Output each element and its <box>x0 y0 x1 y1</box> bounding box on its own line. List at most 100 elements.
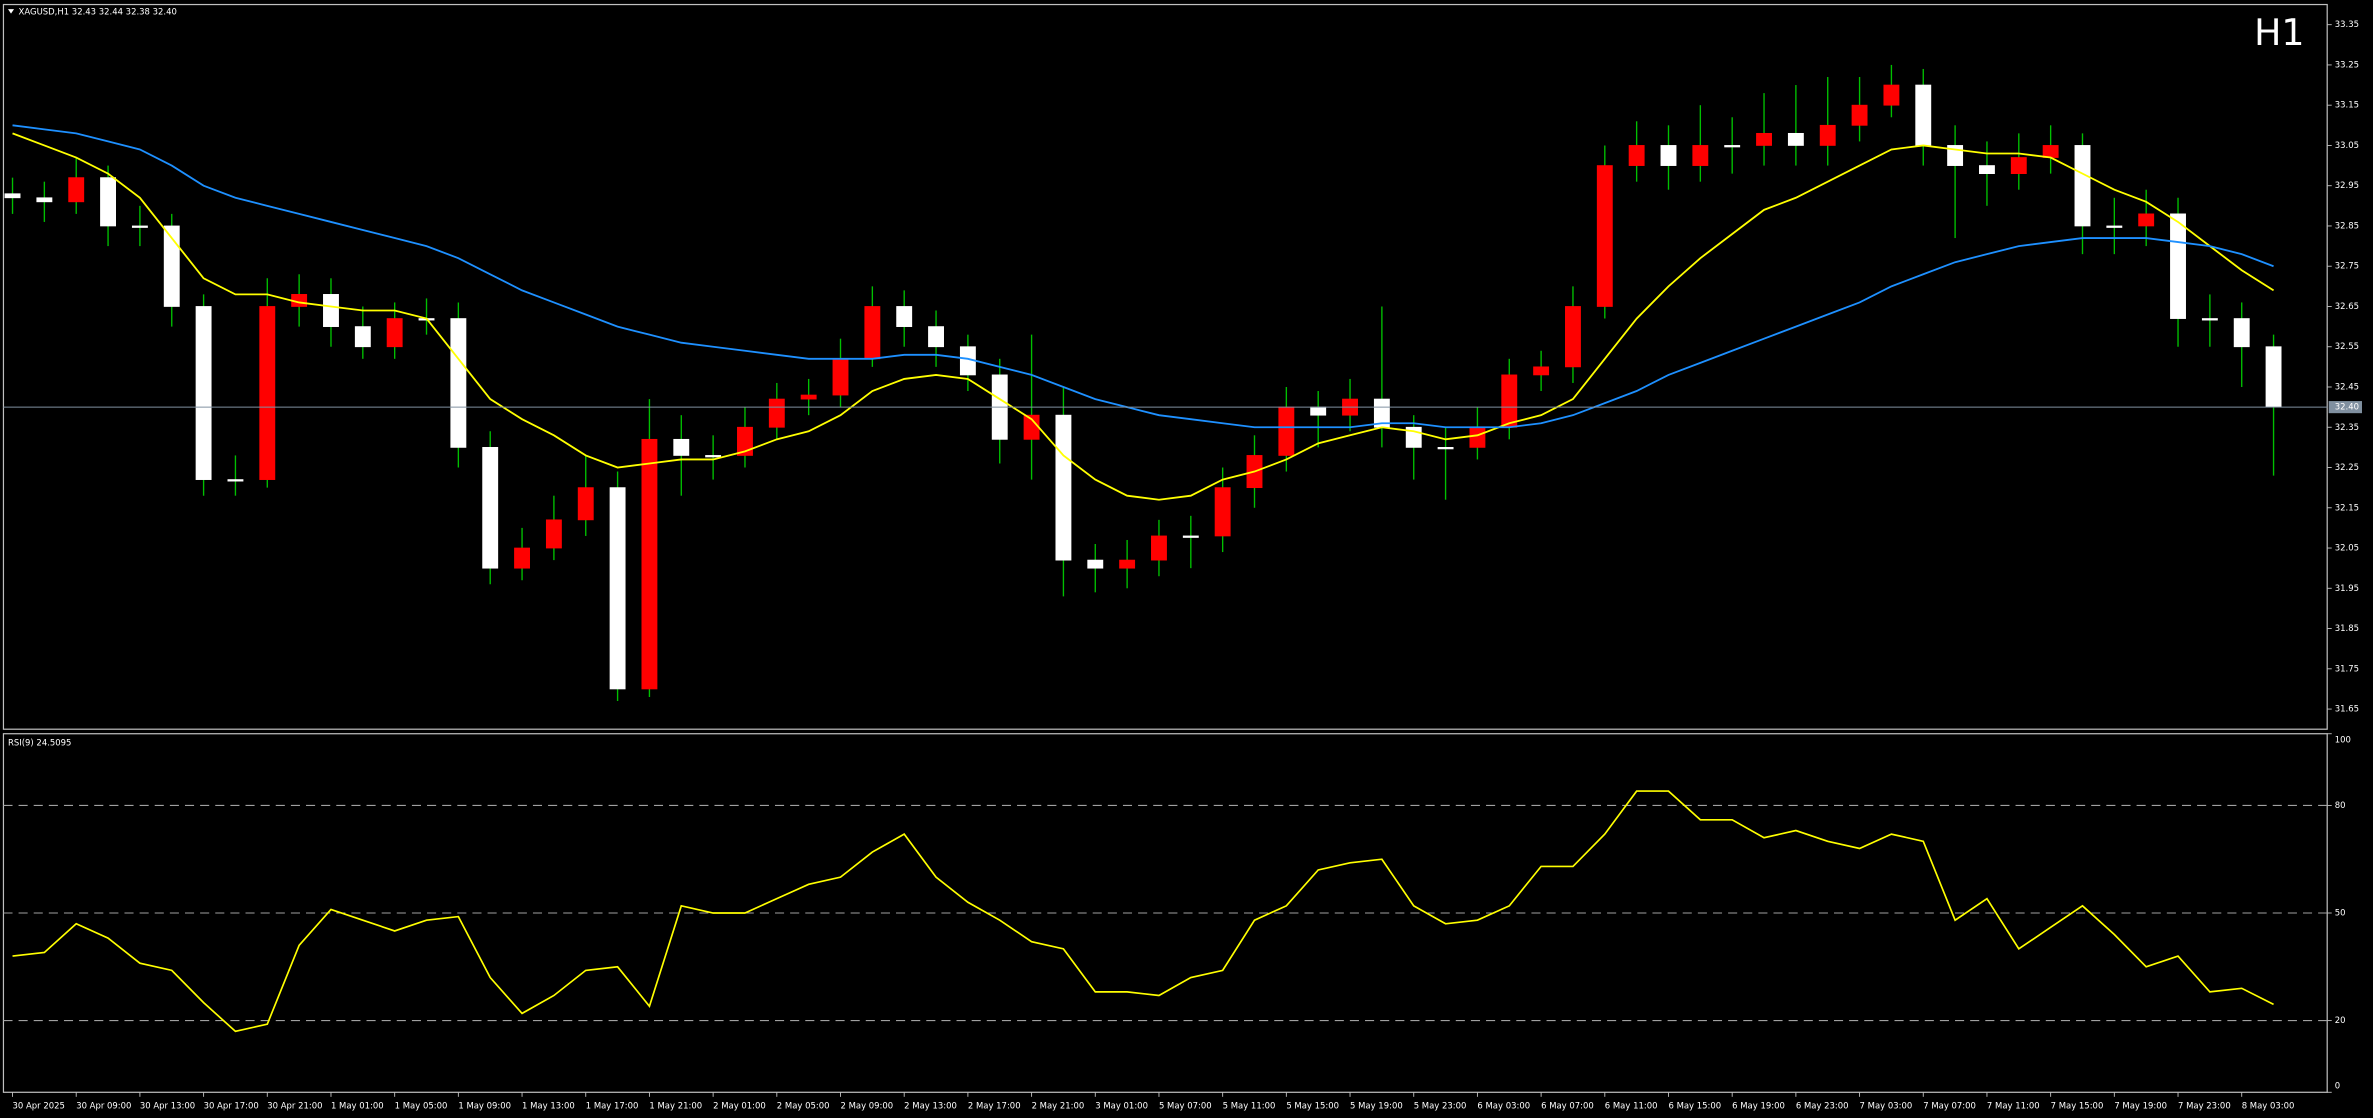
y-tick-label: 0 <box>2335 1081 2340 1091</box>
candle-body <box>800 394 817 400</box>
x-tick-label: 2 May 05:00 <box>777 1100 830 1110</box>
candle-body <box>227 479 244 482</box>
candle-body <box>737 426 753 456</box>
x-tick-label: 2 May 01:00 <box>713 1100 766 1110</box>
candle-body <box>1628 145 1645 166</box>
y-tick-label: 32.35 <box>2335 422 2359 432</box>
candle-body <box>1214 487 1231 537</box>
x-tick-label: 30 Apr 09:00 <box>76 1100 131 1110</box>
candle-body <box>354 326 371 348</box>
candle-body <box>195 306 212 480</box>
y-tick-label: 32.15 <box>2335 502 2359 512</box>
candle-body <box>1596 165 1613 307</box>
candle-body <box>928 326 944 348</box>
y-tick-label: 33.25 <box>2335 59 2359 69</box>
candle-body <box>1883 84 1900 106</box>
candle-body <box>2010 157 2027 175</box>
y-tick-label: 33.35 <box>2335 19 2359 29</box>
x-tick-label: 6 May 23:00 <box>1796 1100 1849 1110</box>
candle-body <box>609 487 626 690</box>
candle-body <box>641 438 658 690</box>
y-tick-label: 32.45 <box>2335 381 2359 391</box>
x-tick-label: 5 May 23:00 <box>1414 1100 1467 1110</box>
x-tick-label: 1 May 05:00 <box>395 1100 448 1110</box>
candle-body <box>1055 414 1072 561</box>
x-tick-label: 6 May 03:00 <box>1477 1100 1530 1110</box>
y-tick-label: 80 <box>2335 800 2346 810</box>
candle-body <box>4 193 21 199</box>
x-tick-label: 1 May 21:00 <box>649 1100 702 1110</box>
x-tick-label: 30 Apr 21:00 <box>267 1100 322 1110</box>
x-tick-label: 30 Apr 17:00 <box>204 1100 259 1110</box>
x-tick-label: 5 May 19:00 <box>1350 1100 1403 1110</box>
candle-body <box>514 547 530 569</box>
last-price-label: 32.40 <box>2335 402 2359 412</box>
x-tick-label: 3 May 01:00 <box>1095 1100 1148 1110</box>
y-tick-label: 20 <box>2335 1015 2346 1025</box>
candle-body <box>131 225 148 228</box>
candle-body <box>259 306 276 480</box>
candle-body <box>100 177 117 227</box>
candle-body <box>1310 406 1327 416</box>
candle-body <box>545 519 562 549</box>
y-tick-label: 32.55 <box>2335 341 2359 351</box>
last-price-box <box>2328 401 2362 414</box>
y-tick-label: 100 <box>2335 734 2351 744</box>
x-tick-label: 30 Apr 13:00 <box>140 1100 195 1110</box>
x-tick-label: 6 May 15:00 <box>1668 1100 1721 1110</box>
candle-body <box>2265 346 2282 408</box>
candle-body <box>1756 132 1772 146</box>
x-tick-label: 6 May 19:00 <box>1732 1100 1785 1110</box>
x-tick-label: 7 May 07:00 <box>1923 1100 1976 1110</box>
chart-title: XAGUSD,H1 32.43 32.44 32.38 32.40 <box>19 7 177 17</box>
x-tick-label: 5 May 15:00 <box>1286 1100 1339 1110</box>
candle-body <box>896 306 913 327</box>
x-tick-label: 7 May 23:00 <box>2178 1100 2231 1110</box>
candle-body <box>1087 559 1104 569</box>
y-tick-label: 33.05 <box>2335 140 2359 150</box>
x-tick-label: 1 May 13:00 <box>522 1100 575 1110</box>
candle-body <box>1819 124 1836 146</box>
candle-body <box>1533 366 1550 376</box>
candle-body <box>386 318 403 348</box>
timeframe-label: H1 <box>2254 11 2304 54</box>
candle-body <box>36 197 53 203</box>
rsi-title: RSI(9) 24.5095 <box>8 737 71 747</box>
x-tick-label: 5 May 07:00 <box>1159 1100 1212 1110</box>
x-tick-label: 6 May 07:00 <box>1541 1100 1594 1110</box>
candle-body <box>1437 447 1454 450</box>
x-tick-label: 2 May 21:00 <box>1032 1100 1085 1110</box>
candle-body <box>832 358 849 396</box>
candle-body <box>1979 165 1995 175</box>
rsi-line <box>12 790 2274 1033</box>
x-tick-label: 1 May 17:00 <box>586 1100 639 1110</box>
menu-arrow[interactable] <box>7 9 15 14</box>
y-tick-label: 32.65 <box>2335 301 2359 311</box>
candle-body <box>1119 559 1136 569</box>
candle-body <box>2138 213 2155 227</box>
x-tick-label: 7 May 11:00 <box>1987 1100 2040 1110</box>
x-tick-label: 8 May 03:00 <box>2242 1100 2295 1110</box>
moving-average <box>12 124 2274 429</box>
y-tick-label: 50 <box>2335 908 2346 918</box>
candle-body <box>2106 225 2123 228</box>
candle-body <box>864 306 881 360</box>
y-tick-label: 31.85 <box>2335 623 2359 633</box>
candle-body <box>673 438 690 456</box>
x-tick-label: 2 May 13:00 <box>904 1100 957 1110</box>
candle-body <box>482 447 499 569</box>
candle-body <box>1151 535 1167 561</box>
candle-body <box>1565 306 1581 368</box>
candle-body <box>2201 318 2218 321</box>
x-tick-label: 1 May 01:00 <box>331 1100 384 1110</box>
y-tick-label: 32.05 <box>2335 543 2359 553</box>
candle-body <box>1787 132 1804 146</box>
candle-body <box>577 487 594 521</box>
x-tick-label: 7 May 19:00 <box>2114 1100 2167 1110</box>
candle-body <box>1660 145 1677 166</box>
y-tick-label: 31.95 <box>2335 583 2359 593</box>
candle-body <box>1851 104 1868 126</box>
